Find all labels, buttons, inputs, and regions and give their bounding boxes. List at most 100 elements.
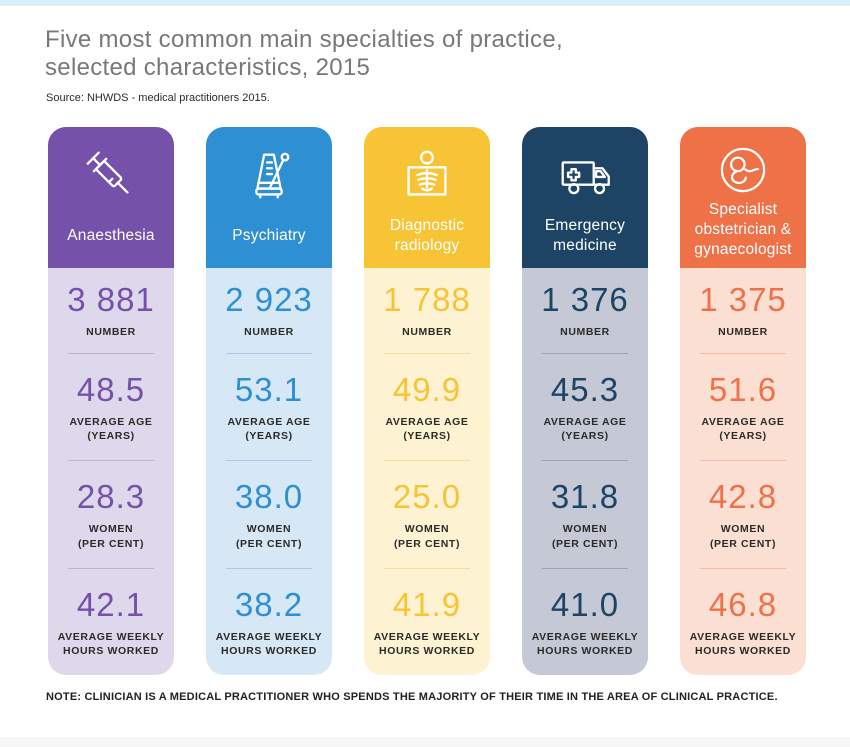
metric-label: AVERAGE AGE (YEARS) [227,415,310,443]
specialty-card-diagnostic-radiology: Diagnostic radiology 1 788 NUMBER 49.9 A… [364,127,490,675]
metric-label-line: (PER CENT) [709,537,777,550]
metric-label-line: (YEARS) [719,430,767,442]
source-text: Source: NHWDS - medical practitioners 20… [46,92,270,104]
metric-label-line: NUMBER [560,326,610,339]
metric-label-line: HOURS WORKED [695,645,791,657]
metric-value: 31.8 [550,478,620,516]
specialty-name: Diagnostic radiology [389,216,465,254]
metric-average-age: 45.3 AVERAGE AGE (YEARS) [522,354,648,460]
metric-label: WOMEN (PER CENT) [710,522,776,550]
metric-label-line: AVERAGE WEEKLY [373,630,481,643]
divider [700,353,786,354]
metric-value: 41.9 [392,585,462,623]
specialty-name: Emergency medicine [544,216,626,254]
metric-label-line: WOMEN [562,523,608,536]
divider [384,460,470,461]
divider [542,568,628,569]
metric-label: NUMBER [560,325,610,339]
specialty-cards: Anaesthesia 3 881 NUMBER 48.5 AVERAGE AG… [48,127,806,675]
card-body: 1 788 NUMBER 49.9 AVERAGE AGE (YEARS) [364,268,490,675]
metric-value: 38.0 [234,478,304,516]
metric-label: WOMEN (PER CENT) [78,522,144,550]
card-body: 2 923 NUMBER 53.1 AVERAGE AGE (YEARS) [206,268,332,675]
metric-label-line: NUMBER [402,326,452,339]
metric-number: 1 375 NUMBER [680,268,806,353]
metric-label: NUMBER [402,325,452,339]
syringe-icon [80,140,142,212]
metric-label-line: HOURS WORKED [379,645,475,657]
footnote-text: NOTE: CLINICIAN IS A MEDICAL PRACTITIONE… [46,691,778,703]
metric-label-line: HOURS WORKED [537,645,633,657]
divider [384,568,470,569]
metric-label-line: WOMEN [404,523,450,536]
metric-value: 1 376 [541,281,629,319]
divider [384,353,470,354]
metric-label: NUMBER [718,325,768,339]
metric-label: WOMEN (PER CENT) [552,522,618,550]
metric-label-line: (PER CENT) [393,537,461,550]
divider [226,568,312,569]
divider [226,353,312,354]
metric-value: 53.1 [234,370,304,408]
metric-label: AVERAGE AGE (YEARS) [543,415,626,443]
metric-average-age: 49.9 AVERAGE AGE (YEARS) [364,354,490,460]
page-title-line1: Five most common main specialties of pra… [45,26,563,53]
metric-label-line: (YEARS) [87,430,135,442]
card-body: 3 881 NUMBER 48.5 AVERAGE AGE (YEARS) [48,268,174,675]
metric-average-age: 48.5 AVERAGE AGE (YEARS) [48,354,174,460]
metric-label-line: NUMBER [244,326,294,339]
metric-label-line: AVERAGE AGE [543,415,627,428]
metric-label-line: (PER CENT) [77,537,145,550]
metric-value: 38.2 [234,585,304,623]
metric-value: 28.3 [76,478,146,516]
metric-value: 42.1 [76,585,146,623]
specialty-card-anaesthesia: Anaesthesia 3 881 NUMBER 48.5 AVERAGE AG… [48,127,174,675]
metric-label-line: AVERAGE WEEKLY [57,630,165,643]
metric-label: AVERAGE WEEKLY HOURS WORKED [532,630,638,658]
metric-label-line: WOMEN [88,523,134,536]
card-header: Diagnostic radiology [364,127,490,268]
metric-label-line: WOMEN [246,523,292,536]
metric-average-age: 51.6 AVERAGE AGE (YEARS) [680,354,806,460]
metric-weekly-hours: 42.1 AVERAGE WEEKLY HOURS WORKED [48,569,174,675]
divider [542,460,628,461]
metric-label: AVERAGE AGE (YEARS) [701,415,784,443]
card-body: 1 375 NUMBER 51.6 AVERAGE AGE (YEARS) [680,268,806,675]
divider [68,568,154,569]
divider [68,460,154,461]
divider [68,353,154,354]
metric-women: 38.0 WOMEN (PER CENT) [206,461,332,568]
metric-label: AVERAGE AGE (YEARS) [385,415,468,443]
metric-number: 3 881 NUMBER [48,268,174,353]
metric-value: 1 375 [699,281,787,319]
metric-label: WOMEN (PER CENT) [394,522,460,550]
metric-label: AVERAGE WEEKLY HOURS WORKED [216,630,322,658]
bottom-bar [0,737,850,747]
metric-label: AVERAGE WEEKLY HOURS WORKED [58,630,164,658]
fetus-icon [713,140,773,200]
metric-label-line: (PER CENT) [235,537,303,550]
metronome-icon [238,140,300,212]
metric-number: 1 376 NUMBER [522,268,648,353]
metric-label: AVERAGE AGE (YEARS) [69,415,152,443]
metric-value: 51.6 [708,370,778,408]
metric-value: 49.9 [392,370,462,408]
metric-women: 28.3 WOMEN (PER CENT) [48,461,174,568]
divider [700,460,786,461]
metric-label-line: HOURS WORKED [63,645,159,657]
metric-weekly-hours: 38.2 AVERAGE WEEKLY HOURS WORKED [206,569,332,675]
metric-average-age: 53.1 AVERAGE AGE (YEARS) [206,354,332,460]
page-title: Five most common main specialties of pra… [45,26,563,82]
metric-value: 25.0 [392,478,462,516]
specialty-card-obstetrician-gynaecologist: Specialist obstetrician & gynaecologist … [680,127,806,675]
metric-women: 25.0 WOMEN (PER CENT) [364,461,490,568]
metric-label: AVERAGE WEEKLY HOURS WORKED [690,630,796,658]
metric-label-line: AVERAGE WEEKLY [215,630,323,643]
metric-women: 31.8 WOMEN (PER CENT) [522,461,648,568]
top-accent-bar [0,0,850,6]
card-header: Emergency medicine [522,127,648,268]
specialty-name: Psychiatry [232,226,306,244]
metric-value: 42.8 [708,478,778,516]
metric-label-line: AVERAGE WEEKLY [531,630,639,643]
